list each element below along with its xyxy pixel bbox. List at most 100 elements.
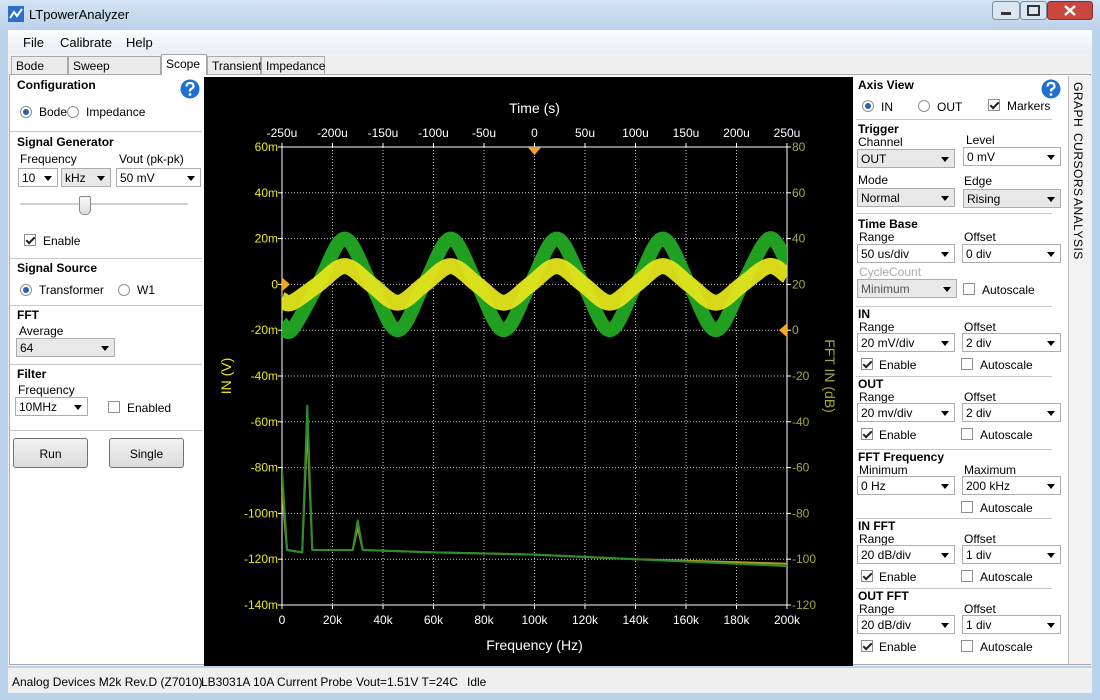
x2-axis-title: Frequency (Hz) — [486, 637, 582, 653]
radio[interactable] — [20, 284, 32, 296]
dropdown-value: Minimum — [861, 282, 910, 296]
field-label: Vout (pk-pk) — [119, 152, 184, 166]
y2-tick-label: -80 — [792, 506, 810, 520]
dropdown[interactable]: kHz — [61, 168, 111, 187]
radio[interactable] — [918, 100, 930, 112]
field-label: Minimum — [859, 463, 908, 477]
dropdown[interactable]: 64 — [16, 338, 115, 357]
dropdown[interactable]: 2 div — [962, 333, 1061, 352]
checkbox[interactable] — [988, 99, 1000, 111]
side-tab[interactable]: CURSORS — [1071, 133, 1085, 197]
slider-thumb[interactable] — [79, 196, 91, 215]
dropdown[interactable]: 0 mV — [963, 147, 1061, 166]
side-tab[interactable]: ANALYSIS — [1071, 198, 1085, 260]
x-tick-label: -200u — [317, 126, 348, 140]
checkbox-label: Autoscale — [980, 428, 1033, 442]
tab[interactable]: Bode Plot — [11, 56, 68, 91]
menu-item[interactable]: Calibrate — [60, 35, 113, 50]
text-input[interactable]: 10 — [18, 168, 58, 187]
checkbox[interactable] — [961, 640, 973, 652]
field-label: Range — [859, 230, 895, 244]
radio[interactable] — [20, 106, 32, 118]
dropdown-value: 2 div — [966, 406, 992, 420]
section-title: Trigger — [858, 122, 899, 136]
checkbox[interactable] — [961, 501, 973, 513]
checkbox-label: Autoscale — [980, 358, 1033, 372]
checkbox[interactable] — [108, 401, 120, 413]
dropdown[interactable]: 50 us/div — [857, 244, 955, 263]
dropdown-value: 200 kHz — [966, 479, 1011, 493]
field-label: Range — [859, 602, 895, 616]
tab-selected[interactable]: Scope — [161, 54, 207, 75]
tab[interactable]: Sweep Amplitude — [68, 56, 161, 91]
dropdown[interactable]: 20 mV/div — [857, 333, 955, 352]
dropdown[interactable]: 1 div — [962, 545, 1061, 564]
status-item: LB3031A — [201, 675, 251, 689]
side-tab[interactable]: GRAPH — [1071, 82, 1085, 128]
status-item: Analog Devices M2k Rev.D (Z7010) — [12, 675, 203, 689]
checkbox-label: Enable — [43, 234, 81, 248]
checkbox[interactable] — [861, 358, 873, 370]
checkbox[interactable] — [963, 283, 975, 295]
checkbox[interactable] — [861, 570, 873, 582]
status-item: Idle — [467, 675, 487, 689]
button[interactable]: Run — [13, 438, 88, 468]
x2-tick-label: 160k — [673, 613, 700, 627]
checkbox[interactable] — [961, 358, 973, 370]
x-tick-label: -100u — [418, 126, 449, 140]
x2-tick-label: 20k — [323, 613, 343, 627]
section-title: OUT — [858, 377, 884, 391]
checkbox[interactable] — [861, 428, 873, 440]
dropdown-value: 20 dB/div — [861, 548, 912, 562]
radio-label: Impedance — [86, 105, 146, 119]
dropdown[interactable]: 0 div — [962, 244, 1061, 263]
trigger-marker — [527, 147, 542, 155]
menu-item[interactable]: Help — [126, 35, 153, 50]
dropdown[interactable]: 50 mV — [116, 168, 201, 187]
radio[interactable] — [862, 100, 874, 112]
section-title: Signal Source — [17, 261, 98, 275]
dropdown[interactable]: 0 Hz — [857, 476, 955, 495]
checkbox[interactable] — [961, 570, 973, 582]
dropdown[interactable]: Normal — [857, 188, 955, 207]
field-label: Offset — [964, 230, 996, 244]
slider-track — [20, 203, 188, 205]
button[interactable]: Single — [109, 438, 184, 468]
separator — [10, 131, 202, 132]
dropdown[interactable]: OUT — [857, 149, 955, 168]
dropdown[interactable]: 2 div — [962, 403, 1061, 422]
y2-tick-label: -20 — [792, 369, 810, 383]
checkbox[interactable] — [24, 234, 36, 246]
help-icon[interactable] — [1041, 79, 1061, 99]
tab[interactable]: Transient — [207, 56, 262, 74]
window-controls[interactable] — [992, 1, 1094, 21]
dropdown[interactable]: 200 kHz — [962, 476, 1061, 495]
dropdown[interactable]: 1 div — [962, 615, 1061, 634]
y-tick-label: 60m — [255, 140, 278, 154]
dropdown[interactable]: 10MHz — [15, 397, 88, 416]
x-axis-title: Time (s) — [509, 100, 560, 116]
y-tick-label: 0 — [271, 277, 278, 291]
dropdown[interactable]: 20 dB/div — [857, 615, 955, 634]
dropdown[interactable]: Minimum — [857, 279, 957, 298]
y2-tick-label: -120 — [792, 598, 816, 612]
app-icon — [8, 6, 24, 22]
chart-background — [204, 77, 853, 666]
help-icon[interactable] — [180, 79, 200, 99]
menu-item[interactable]: File — [23, 35, 44, 50]
y-tick-label: -80m — [251, 461, 278, 475]
dropdown-value: Rising — [967, 192, 1001, 206]
checkbox[interactable] — [961, 428, 973, 440]
separator — [856, 306, 1052, 307]
dropdown[interactable]: 20 dB/div — [857, 545, 955, 564]
dropdown[interactable]: 20 mv/div — [857, 403, 955, 422]
time-trace — [282, 258, 787, 312]
dropdown[interactable]: Rising — [963, 189, 1061, 208]
tab[interactable]: Impedance — [261, 56, 325, 74]
checkbox-label: Enable — [879, 428, 917, 442]
y2-tick-label: 0 — [792, 323, 799, 337]
title-bar — [0, 0, 1100, 30]
radio[interactable] — [67, 106, 79, 118]
checkbox[interactable] — [861, 640, 873, 652]
radio[interactable] — [118, 284, 130, 296]
